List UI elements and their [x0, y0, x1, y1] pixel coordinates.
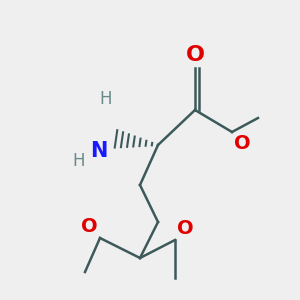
- Text: H: H: [100, 90, 112, 108]
- Text: O: O: [81, 217, 98, 236]
- Text: O: O: [177, 219, 194, 238]
- Text: N: N: [91, 141, 108, 161]
- Text: H: H: [73, 152, 85, 170]
- Text: O: O: [185, 45, 205, 65]
- Text: O: O: [234, 134, 250, 153]
